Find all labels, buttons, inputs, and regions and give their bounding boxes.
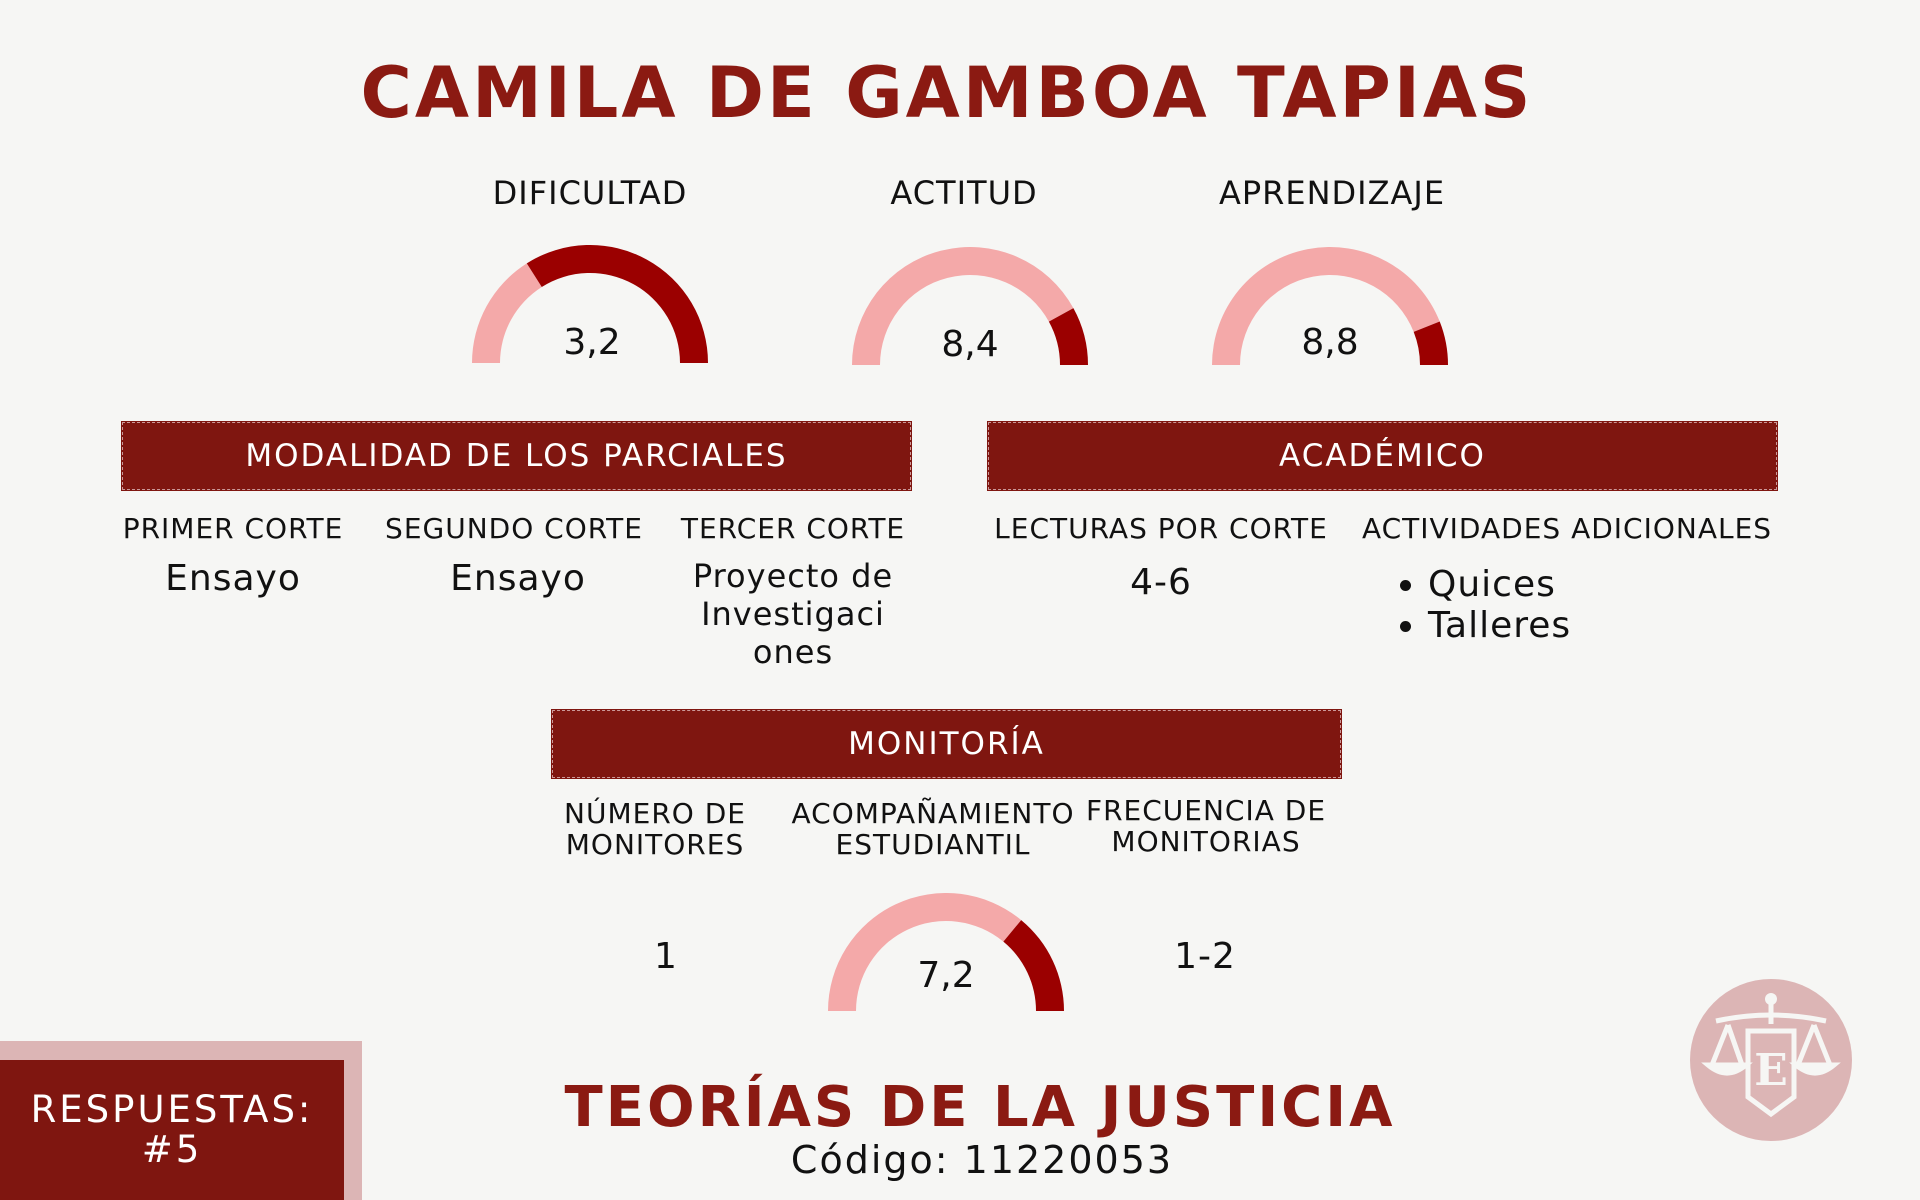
gauge-fill <box>852 246 1074 365</box>
gauge-fill <box>1212 247 1440 365</box>
gauge-label-aprendizaje: APRENDIZAJE <box>1218 174 1446 212</box>
label-line: FRECUENCIA DE <box>1085 794 1327 827</box>
gauge-value-dificultad: 3,2 <box>563 322 621 363</box>
modalidad-header: MODALIDAD DE LOS PARCIALES <box>121 421 912 491</box>
respuestas-label: RESPUESTAS: <box>30 1088 314 1131</box>
respuestas-count: #5 <box>141 1128 203 1171</box>
lecturas-value: 4-6 <box>1130 562 1192 603</box>
gauge-value-aprendizaje: 8,8 <box>1301 322 1359 363</box>
monitoria-header: MONITORÍA <box>551 709 1342 779</box>
gauge-dificultad <box>472 245 708 367</box>
primer-corte-label: PRIMER CORTE <box>122 512 344 545</box>
lecturas-label: LECTURAS POR CORTE <box>994 512 1328 545</box>
label-line: MONITORES <box>565 828 745 861</box>
gauge-label-actitud: ACTITUD <box>890 174 1038 212</box>
tercer-corte-line: Proyecto de <box>692 557 894 595</box>
tercer-corte-line: Investigaci <box>701 595 885 633</box>
gauge-value-actitud: 8,4 <box>941 324 999 365</box>
numero-monitores-value: 1 <box>654 936 678 977</box>
gauge-remainder <box>1003 920 1064 1011</box>
gauge-actitud <box>852 246 1088 369</box>
acompanamiento-label: ACOMPAÑAMIENTO ESTUDIANTIL <box>792 798 1075 860</box>
gauge-aprendizaje <box>1212 247 1448 369</box>
label-line: ESTUDIANTIL <box>835 828 1031 861</box>
gauge-fill <box>472 263 542 363</box>
tercer-corte-value: Proyecto de Investigaci ones <box>693 557 893 671</box>
gauge-label-dificultad: DIFICULTAD <box>492 174 688 212</box>
actividades-label: ACTIVIDADES ADICIONALES <box>1361 512 1773 545</box>
primer-corte-value: Ensayo <box>165 558 301 599</box>
actividad-item: Talleres <box>1428 605 1571 646</box>
numero-monitores-label: NÚMERO DE MONITORES <box>564 798 746 860</box>
gauge-fill <box>828 893 1022 1011</box>
segundo-corte-label: SEGUNDO CORTE <box>385 512 643 545</box>
label-line: NÚMERO DE <box>564 797 746 830</box>
respuestas-box: RESPUESTAS: #5 <box>0 1060 344 1200</box>
gauge-value-acompanamiento: 7,2 <box>917 955 975 996</box>
gauge-remainder <box>1048 308 1088 365</box>
segundo-corte-value: Ensayo <box>450 558 586 599</box>
frecuencia-value: 1-2 <box>1174 936 1236 977</box>
label-line: MONITORIAS <box>1111 825 1301 858</box>
logo-letter: E <box>1754 1045 1788 1096</box>
course-title: TEORÍAS DE LA JUSTICIA <box>564 1075 1396 1140</box>
actividad-item: Quices <box>1428 564 1571 605</box>
tercer-corte-line: ones <box>752 633 834 671</box>
label-line: ACOMPAÑAMIENTO <box>791 797 1075 830</box>
gauge-acompanamiento <box>828 893 1064 1015</box>
actividades-list: Quices Talleres <box>1380 564 1571 646</box>
tercer-corte-label: TERCER CORTE <box>680 512 906 545</box>
professor-name: CAMILA DE GAMBOA TAPIAS <box>360 52 1534 134</box>
gauge-remainder <box>526 245 708 363</box>
academico-header: ACADÉMICO <box>987 421 1778 491</box>
scales-of-justice-logo-icon: E <box>1690 979 1852 1141</box>
gauge-remainder <box>1413 321 1448 365</box>
course-code: Código: 11220053 <box>790 1138 1174 1182</box>
frecuencia-label: FRECUENCIA DE MONITORIAS <box>1086 795 1326 857</box>
